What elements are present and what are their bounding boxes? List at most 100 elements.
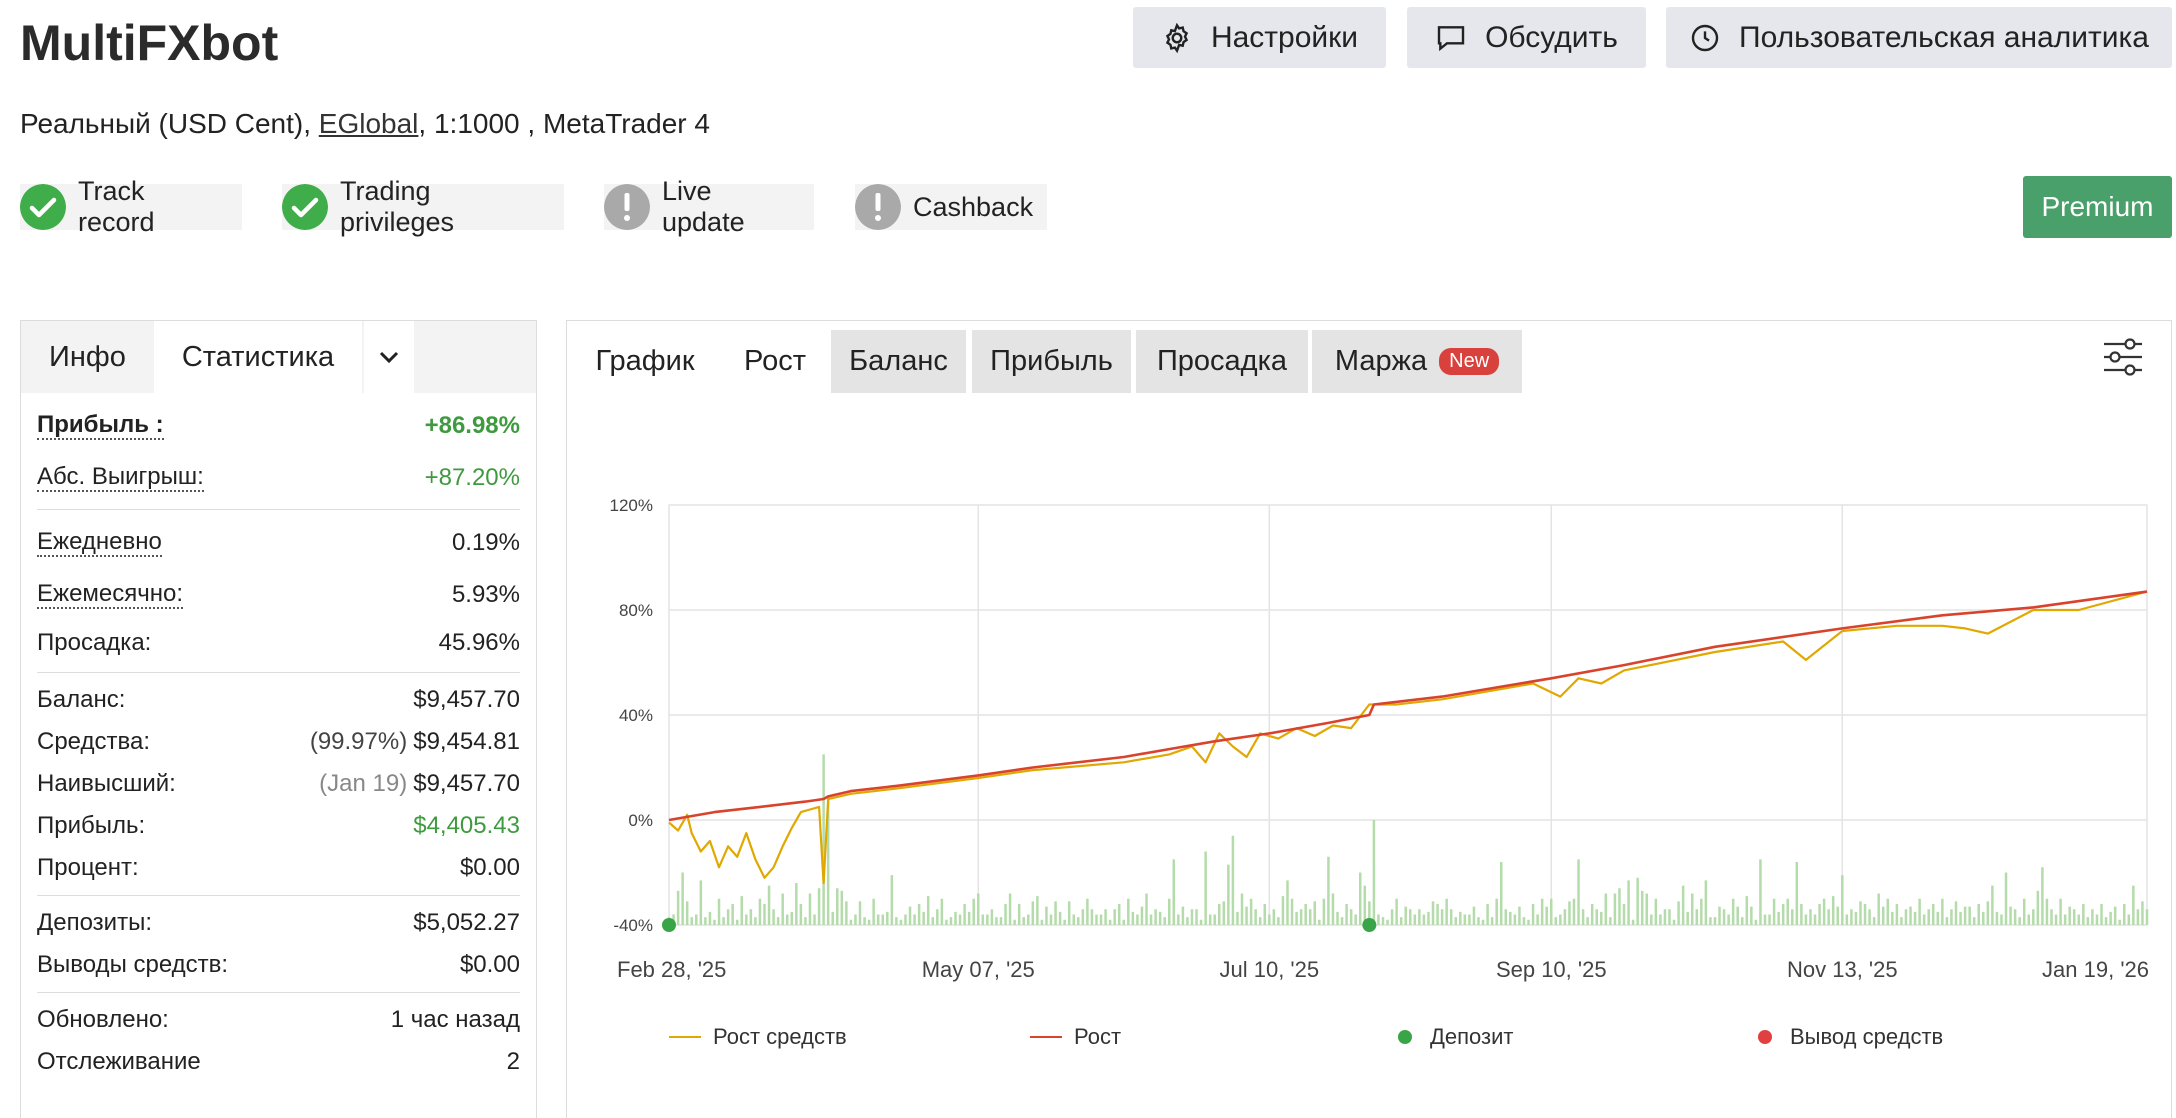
volume-bar	[722, 917, 725, 925]
tab-statistics[interactable]: Статистика	[153, 321, 363, 393]
volume-bar	[1845, 914, 1849, 925]
volume-bar	[1409, 909, 1412, 925]
stat-label[interactable]: Ежемесячно:	[37, 580, 184, 609]
volume-bar	[1440, 909, 1444, 925]
legend-line-swatch	[1030, 1036, 1062, 1038]
growth-chart[interactable]: 120% 80% 40% 0% -40% Feb 28, '25 May 07, '25 Ju…	[567, 393, 2171, 993]
volume-bar	[1077, 917, 1080, 925]
volume-bar	[2027, 914, 2031, 925]
stat-label: Выводы средств:	[37, 951, 229, 978]
volume-bar	[1818, 904, 1821, 925]
volume-bar	[1659, 914, 1662, 925]
volume-bar	[1522, 917, 1526, 925]
volume-bar	[913, 914, 916, 925]
tab-balance[interactable]: Баланс	[831, 330, 966, 393]
volume-bar	[740, 896, 744, 925]
volume-bar	[676, 890, 680, 925]
volume-bar	[881, 914, 884, 925]
volume-bar	[1536, 914, 1539, 925]
legend-deposit[interactable]: Депозит	[1398, 1024, 1514, 1050]
volume-bar	[1081, 909, 1085, 925]
volume-bar	[1254, 909, 1257, 925]
volume-bar	[1454, 917, 1458, 925]
volume-bar	[1268, 914, 1271, 925]
legend-equity-growth[interactable]: Рост средств	[669, 1024, 847, 1050]
volume-bar	[1877, 893, 1880, 925]
volume-bar	[2104, 917, 2108, 925]
volume-bar	[1290, 898, 1294, 925]
volume-bar	[1140, 906, 1144, 925]
volume-bar	[1791, 909, 1794, 925]
volume-bar	[1322, 898, 1326, 925]
volume-bar	[931, 917, 935, 925]
volume-bar	[1090, 909, 1094, 925]
volume-bar	[2091, 909, 2094, 925]
volume-bar	[813, 914, 816, 925]
badge-cashback[interactable]: Cashback	[855, 184, 1047, 230]
volume-bar	[1058, 911, 1062, 925]
volume-bar	[708, 911, 712, 925]
volume-bar	[1095, 914, 1098, 925]
badge-track-record[interactable]: Track record	[20, 176, 242, 237]
volume-bar	[1286, 880, 1289, 925]
discuss-button[interactable]: Обсудить	[1407, 7, 1646, 68]
tab-profit[interactable]: Прибыль	[972, 330, 1131, 393]
volume-bar	[2113, 906, 2117, 925]
volume-bar	[1986, 901, 1990, 925]
volume-bar	[1036, 896, 1039, 925]
volume-bar	[1104, 909, 1107, 925]
volume-bar	[754, 917, 757, 925]
legend-withdrawal[interactable]: Вывод средств	[1758, 1024, 1943, 1050]
volume-bar	[1204, 851, 1207, 925]
stat-label: Обновлено:	[37, 1006, 169, 1033]
stat-row-equity: Средства: (99.97%) $9,454.81	[37, 721, 520, 763]
volume-bar	[1318, 919, 1321, 925]
broker-link[interactable]: EGlobal	[318, 108, 419, 139]
tab-info[interactable]: Инфо	[49, 340, 126, 373]
volume-bar	[1327, 856, 1330, 925]
stat-label[interactable]: Прибыль :	[37, 411, 164, 440]
settings-button[interactable]: Настройки	[1133, 7, 1386, 68]
tab-margin[interactable]: Маржа New	[1312, 330, 1522, 393]
volume-bar	[1786, 898, 1789, 925]
stat-value: (99.97%) $9,454.81	[310, 728, 520, 756]
volume-bar	[1177, 914, 1180, 925]
tabs-dropdown-toggle[interactable]	[364, 321, 415, 393]
volume-bar	[1386, 919, 1389, 925]
volume-bar	[1609, 917, 1612, 925]
tab-chart[interactable]: График	[567, 330, 723, 393]
tab-growth[interactable]: Рост	[723, 330, 827, 393]
volume-bar	[1418, 909, 1421, 925]
volume-bar	[1136, 914, 1139, 925]
volume-bar	[1117, 904, 1121, 925]
volume-bar	[2141, 901, 2144, 925]
volume-bar	[1490, 917, 1494, 925]
volume-bar	[822, 754, 825, 925]
x-tick-label: Sep 10, '25	[1496, 957, 1607, 982]
tab-drawdown[interactable]: Просадка	[1136, 330, 1308, 393]
volume-bar	[790, 911, 794, 925]
volume-bar	[1759, 859, 1762, 925]
volume-bar	[1272, 909, 1276, 925]
volume-bar	[1431, 901, 1435, 925]
filter-sliders-icon[interactable]	[2101, 335, 2145, 379]
stat-label[interactable]: Абс. Выигрыш:	[37, 463, 204, 492]
custom-analytics-button[interactable]: Пользовательская аналитика	[1666, 7, 2172, 68]
volume-bar	[1850, 909, 1853, 925]
premium-button[interactable]: Premium	[2023, 176, 2172, 238]
legend-growth[interactable]: Рост	[1030, 1024, 1121, 1050]
x-tick-label: Jul 10, '25	[1219, 957, 1319, 982]
volume-bar	[1950, 909, 1953, 925]
volume-bar	[767, 885, 771, 925]
volume-bar	[2045, 898, 2049, 925]
volume-bar	[1463, 914, 1467, 925]
volume-bar	[717, 898, 721, 925]
volume-bar	[1381, 917, 1385, 925]
badge-live-update[interactable]: Live update	[604, 176, 814, 237]
volume-bar	[1208, 914, 1212, 925]
badge-trading-privileges[interactable]: Trading privileges	[282, 176, 564, 237]
stat-label[interactable]: Ежедневно	[37, 528, 162, 557]
tab-margin-label: Маржа	[1334, 345, 1428, 377]
volume-bar	[986, 914, 989, 925]
volume-bar	[999, 917, 1003, 925]
